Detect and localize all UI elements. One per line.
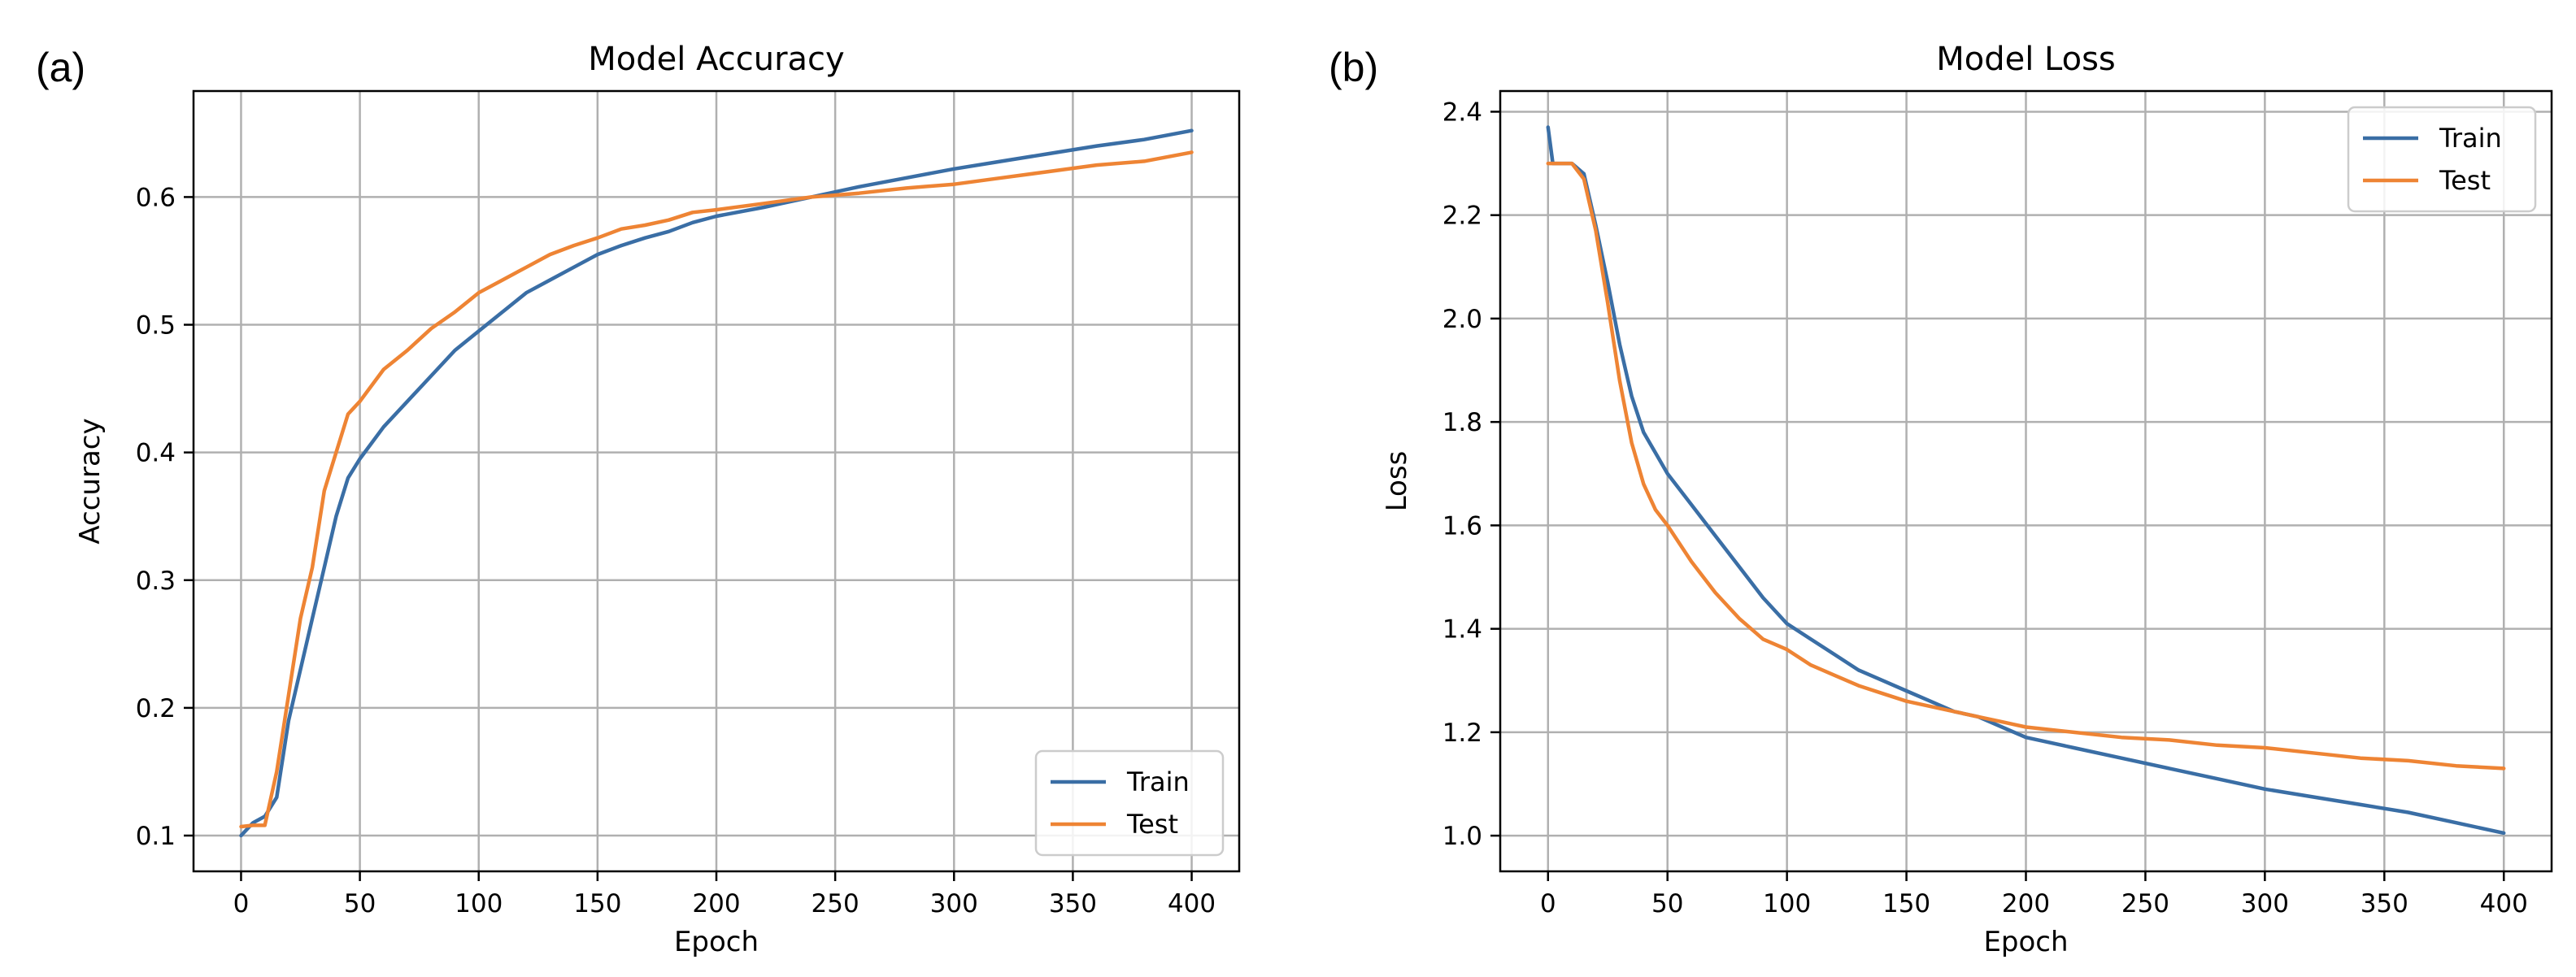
x-tick-label: 400	[1168, 889, 1216, 918]
y-axis-label: Accuracy	[74, 418, 107, 544]
accuracy-chart-panel: (a) 0 50 100 150 200 250 300 350 400 0.1 0.2 0.3 0.4 0…	[36, 41, 1241, 958]
x-tick-label: 50	[1651, 889, 1683, 918]
chart-title: Model Accuracy	[588, 41, 844, 78]
x-tick-label: 250	[2121, 889, 2169, 918]
x-tick-label: 300	[2241, 889, 2289, 918]
y-tick-label: 0.3	[136, 567, 176, 596]
y-tick-label: 2.2	[1442, 202, 1482, 231]
legend: Train Test	[1034, 749, 1225, 857]
y-tick-label: 0.6	[136, 183, 176, 212]
x-tick-label: 300	[930, 889, 978, 918]
x-axis-label: Epoch	[1983, 926, 2068, 958]
series-line-train	[1546, 125, 2506, 836]
panel-label: (a)	[36, 45, 85, 90]
y-tick-label: 0.1	[136, 822, 176, 851]
legend-label-test: Test	[1126, 809, 1178, 840]
x-axis-label: Epoch	[674, 926, 759, 958]
x-tick-label: 400	[2480, 889, 2528, 918]
legend-label-train: Train	[1126, 766, 1190, 797]
y-tick-label: 1.2	[1442, 719, 1482, 748]
grid-lines	[1500, 91, 2552, 871]
x-tick-label: 350	[1049, 889, 1097, 918]
series-line-test	[239, 150, 1194, 829]
legend-label-train: Train	[2439, 123, 2502, 154]
series-line-test	[1546, 161, 2506, 771]
panel-label: (b)	[1329, 45, 1378, 90]
x-tick-label: 0	[233, 889, 250, 918]
legend-box	[1034, 749, 1225, 857]
y-tick-label: 1.0	[1442, 822, 1482, 851]
series-line-train	[239, 128, 1194, 838]
x-tick-label: 50	[344, 889, 376, 918]
chart-title: Model Loss	[1936, 41, 2116, 78]
y-tick-label: 2.0	[1442, 305, 1482, 334]
legend-box	[2347, 106, 2537, 213]
y-tick-label: 1.8	[1442, 408, 1482, 437]
x-tick-label: 200	[2002, 889, 2050, 918]
x-tick-label: 100	[455, 889, 503, 918]
y-tick-label: 2.4	[1442, 98, 1482, 127]
loss-chart-panel: (b) 0 50 100 150 200 250 300 350 400 1.0 1.2 1.4 1.6 1…	[1329, 41, 2553, 958]
x-tick-label: 250	[812, 889, 859, 918]
y-tick-label: 0.2	[136, 694, 176, 723]
x-tick-label: 100	[1763, 889, 1811, 918]
x-tick-label: 150	[573, 889, 621, 918]
x-tick-label: 0	[1540, 889, 1556, 918]
legend-label-test: Test	[2439, 165, 2491, 196]
x-tick-label: 150	[1882, 889, 1930, 918]
x-tick-label: 200	[692, 889, 740, 918]
y-tick-label: 1.4	[1442, 615, 1482, 645]
y-tick-label: 0.5	[136, 311, 176, 341]
grid-lines	[194, 91, 1239, 871]
y-axis-label: Loss	[1381, 451, 1413, 512]
y-tick-label: 1.6	[1442, 511, 1482, 541]
y-tick-label: 0.4	[136, 439, 176, 468]
legend: Train Test	[2347, 106, 2537, 213]
x-tick-label: 350	[2361, 889, 2408, 918]
